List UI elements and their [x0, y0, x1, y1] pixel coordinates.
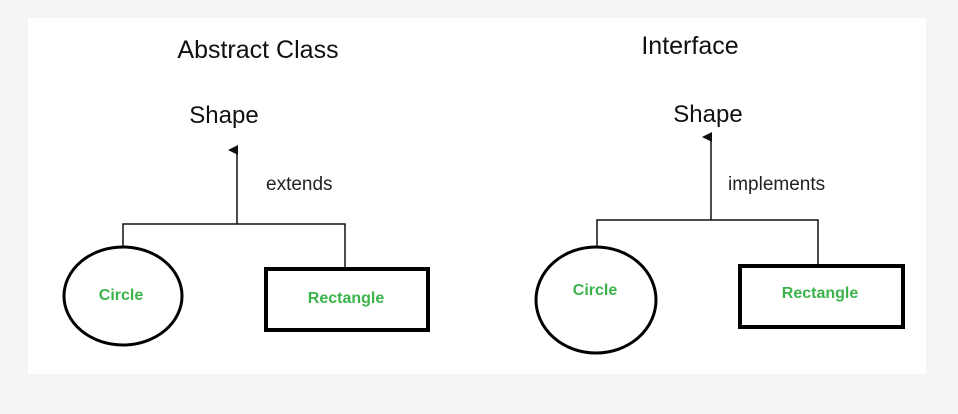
interface-shape-label: Shape: [673, 101, 742, 128]
abstract-shape-label: Shape: [189, 102, 258, 129]
interface-title: Interface: [641, 32, 738, 60]
extends-label: extends: [266, 174, 333, 195]
implements-label: implements: [728, 174, 825, 195]
circle-label-interface: Circle: [573, 282, 618, 299]
circle-node-interface: [534, 245, 658, 355]
rectangle-label-abstract: Rectangle: [308, 290, 385, 307]
circle-label-abstract: Circle: [99, 287, 144, 304]
abstract-connector-lines: [122, 223, 346, 268]
rectangle-node-interface: [738, 264, 905, 329]
abstract-class-panel: Abstract Class Shape extends Circle Rect…: [62, 36, 430, 347]
rectangle-node-abstract: [264, 267, 430, 332]
rectangle-label-interface: Rectangle: [782, 285, 859, 302]
circle-node-abstract: [62, 245, 184, 347]
abstract-class-title: Abstract Class: [177, 36, 338, 64]
interface-connector-lines: [596, 219, 819, 266]
interface-panel: Interface Shape implements Circle Rectan…: [534, 32, 905, 355]
